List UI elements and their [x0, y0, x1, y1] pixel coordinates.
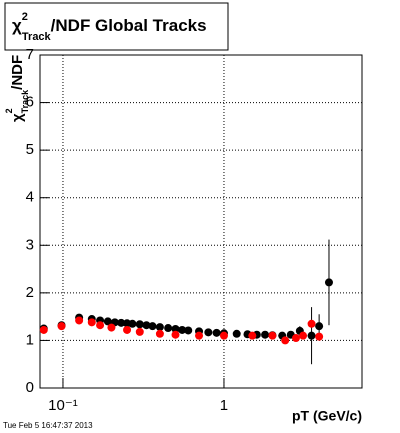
data-point: [117, 318, 126, 327]
data-point: [281, 336, 290, 345]
data-point: [107, 323, 116, 332]
data-point: [164, 324, 173, 333]
data-point: [232, 329, 241, 338]
data-point: [75, 316, 84, 325]
chart-title: χ2 Track/NDF Global Tracks: [12, 11, 207, 43]
data-point: [171, 325, 180, 334]
data-point: [315, 322, 324, 331]
data-point: [39, 325, 48, 334]
y-tick-label: 0: [26, 379, 34, 396]
data-point: [299, 331, 308, 340]
data-point: [148, 322, 157, 331]
y-label-symbol: χ: [9, 113, 26, 122]
data-point: [291, 334, 300, 343]
data-point: [248, 331, 257, 340]
data-point: [135, 327, 144, 336]
data-point: [219, 331, 228, 340]
data-point: [155, 323, 164, 332]
data-point: [135, 320, 144, 329]
data-point: [96, 321, 105, 330]
data-point: [128, 319, 137, 328]
y-label-sub: Track: [20, 89, 30, 114]
data-point: [261, 330, 270, 339]
title-box: [4, 2, 229, 51]
data-point: [142, 321, 151, 330]
data-point: [184, 326, 193, 335]
data-point: [171, 330, 180, 339]
data-point: [155, 329, 164, 338]
y-label-sup: 2: [4, 108, 14, 113]
y-axis-label: χ2 Track/NDF: [4, 55, 30, 122]
data-point: [212, 328, 221, 337]
x-axis-label: pT (GeV/c): [292, 408, 362, 424]
data-point: [204, 328, 213, 337]
y-tick-label: 1: [26, 331, 34, 348]
title-sup: 2: [22, 11, 28, 23]
y-tick-label: 5: [26, 141, 34, 158]
title-sub: Track: [22, 31, 52, 43]
data-point: [307, 331, 316, 340]
data-point: [324, 278, 333, 287]
data-point: [315, 332, 324, 341]
y-tick-label: 2: [26, 284, 34, 301]
y-tick-label: 3: [26, 236, 34, 253]
timestamp: Tue Feb 5 16:47:37 2013: [3, 421, 93, 430]
y-tick-label: 6: [26, 94, 34, 111]
title-symbol: χ: [12, 16, 22, 35]
data-point: [178, 325, 187, 334]
y-tick-label: 7: [26, 46, 34, 63]
y-label-rest: /NDF: [9, 55, 26, 90]
data-point: [103, 317, 112, 326]
data-point: [307, 319, 316, 328]
data-point: [87, 318, 96, 327]
title-rest: /NDF Global Tracks: [51, 16, 207, 35]
frame: [39, 54, 363, 389]
data-point: [123, 325, 132, 334]
data-point: [195, 331, 204, 340]
x-tick-label: 10⁻¹: [48, 397, 78, 414]
data-point: [57, 322, 66, 331]
data-point: [268, 331, 277, 340]
y-tick-label: 4: [26, 189, 34, 206]
x-tick-label: 1: [220, 397, 228, 414]
